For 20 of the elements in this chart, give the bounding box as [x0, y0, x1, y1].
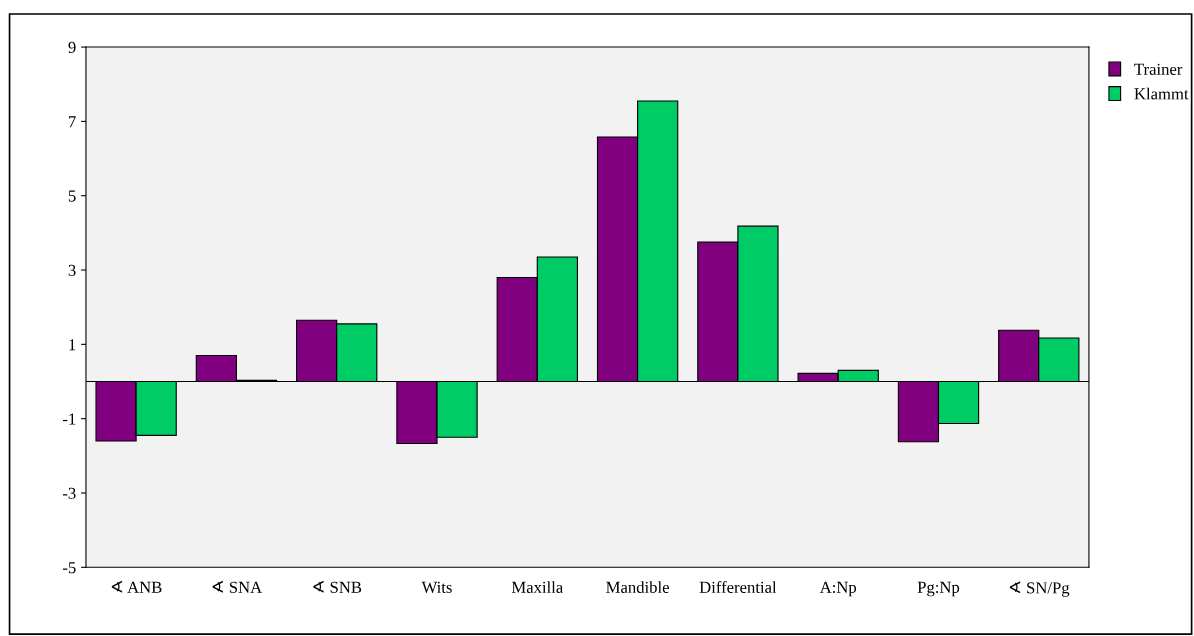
legend-label: Trainer — [1134, 63, 1183, 75]
y-tick-label: 5 — [68, 190, 76, 202]
y-tick-label: 7 — [69, 116, 76, 128]
y-tick-label: -3 — [62, 487, 76, 499]
x-tick-label: Differential — [699, 581, 777, 593]
x-tick-label: Pg:Np — [917, 581, 960, 597]
x-tick-label: Mandible — [606, 581, 669, 593]
x-tick-label: ∢ SNB — [313, 580, 362, 593]
x-tick-label: ∢ SNA — [212, 580, 263, 593]
y-tick-label: -5 — [62, 562, 76, 574]
y-tick-label: 1 — [69, 339, 76, 351]
x-tick-label: Wits — [421, 581, 452, 594]
y-tick-label: 9 — [68, 41, 76, 54]
y-tick-label: -1 — [62, 413, 76, 425]
x-tick-label: A:Np — [819, 581, 857, 597]
y-tick-label: 3 — [68, 264, 76, 276]
x-tick-label: ∢ SN/Pg — [1009, 581, 1070, 597]
legend-label: Klammt — [1134, 87, 1189, 100]
x-tick-label: ∢ ANB — [111, 580, 162, 593]
x-tick-label: Maxilla — [511, 581, 563, 593]
